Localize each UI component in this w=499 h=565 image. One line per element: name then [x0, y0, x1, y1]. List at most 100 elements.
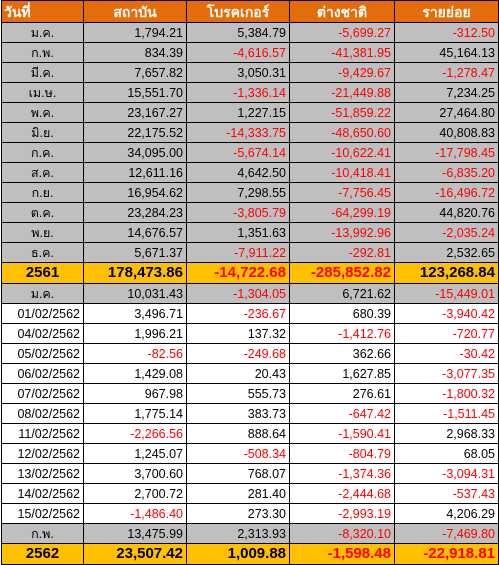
broker-cell[interactable]: 273.30 — [186, 503, 290, 524]
broker-cell[interactable]: 4,642.50 — [186, 162, 290, 183]
broker-cell[interactable]: -14,722.68 — [186, 262, 290, 284]
retail-cell[interactable]: 7,234.25 — [394, 82, 499, 103]
institution-cell[interactable]: 967.98 — [83, 383, 187, 404]
institution-cell[interactable]: 12,611.16 — [83, 162, 187, 183]
institution-cell[interactable]: 1,794.21 — [83, 22, 187, 43]
foreign-cell[interactable]: -8,320.10 — [289, 523, 395, 544]
broker-cell[interactable]: 137.32 — [186, 323, 290, 344]
institution-cell[interactable]: -1,486.40 — [83, 503, 187, 524]
retail-cell[interactable]: -3,077.35 — [394, 363, 499, 384]
header-institution[interactable]: สถาบัน — [83, 0, 187, 23]
foreign-cell[interactable]: -285,852.82 — [289, 262, 395, 284]
date-cell[interactable]: 2562 — [1, 543, 84, 565]
foreign-cell[interactable]: -9,429.67 — [289, 62, 395, 83]
retail-cell[interactable]: -312.50 — [394, 22, 499, 43]
retail-cell[interactable]: -1,511.45 — [394, 403, 499, 424]
institution-cell[interactable]: 13,475.99 — [83, 523, 187, 544]
institution-cell[interactable]: 23,284.23 — [83, 202, 187, 223]
header-retail[interactable]: รายย่อย — [394, 0, 499, 23]
date-cell[interactable]: ม.ค. — [1, 22, 84, 43]
retail-cell[interactable]: 2,532.65 — [394, 242, 499, 263]
broker-cell[interactable]: 2,313.93 — [186, 523, 290, 544]
broker-cell[interactable]: 768.07 — [186, 463, 290, 484]
foreign-cell[interactable]: -7,756.45 — [289, 182, 395, 203]
institution-cell[interactable]: 23,167.27 — [83, 102, 187, 123]
foreign-cell[interactable]: -41,381.95 — [289, 42, 395, 63]
retail-cell[interactable]: 4,206.29 — [394, 503, 499, 524]
retail-cell[interactable]: -3,094.31 — [394, 463, 499, 484]
foreign-cell[interactable]: 680.39 — [289, 303, 395, 324]
institution-cell[interactable]: 1,245.07 — [83, 443, 187, 464]
date-cell[interactable]: 2561 — [1, 262, 84, 284]
broker-cell[interactable]: 555.73 — [186, 383, 290, 404]
foreign-cell[interactable]: -51,859.22 — [289, 102, 395, 123]
retail-cell[interactable]: -16,496.72 — [394, 182, 499, 203]
broker-cell[interactable]: 5,384.79 — [186, 22, 290, 43]
retail-cell[interactable]: -720.77 — [394, 323, 499, 344]
retail-cell[interactable]: -17,798.45 — [394, 142, 499, 163]
date-cell[interactable]: 13/02/2562 — [1, 463, 84, 484]
header-foreign[interactable]: ต่างชาติ — [289, 0, 395, 23]
foreign-cell[interactable]: -10,622.41 — [289, 142, 395, 163]
date-cell[interactable]: ก.ค. — [1, 142, 84, 163]
broker-cell[interactable]: -236.67 — [186, 303, 290, 324]
foreign-cell[interactable]: -13,992.96 — [289, 222, 395, 243]
retail-cell[interactable]: -22,918.81 — [394, 543, 499, 565]
foreign-cell[interactable]: -1,412.76 — [289, 323, 395, 344]
date-cell[interactable]: ก.ย. — [1, 182, 84, 203]
foreign-cell[interactable]: 6,721.62 — [289, 283, 395, 304]
retail-cell[interactable]: -3,940.42 — [394, 303, 499, 324]
foreign-cell[interactable]: -804.79 — [289, 443, 395, 464]
broker-cell[interactable]: 3,050.31 — [186, 62, 290, 83]
institution-cell[interactable]: 34,095.00 — [83, 142, 187, 163]
date-cell[interactable]: 08/02/2562 — [1, 403, 84, 424]
institution-cell[interactable]: 16,954.62 — [83, 182, 187, 203]
broker-cell[interactable]: 7,298.55 — [186, 182, 290, 203]
broker-cell[interactable]: -1,304.05 — [186, 283, 290, 304]
retail-cell[interactable]: 40,808.83 — [394, 122, 499, 143]
date-cell[interactable]: 05/02/2562 — [1, 343, 84, 364]
foreign-cell[interactable]: -292.81 — [289, 242, 395, 263]
date-cell[interactable]: 04/02/2562 — [1, 323, 84, 344]
institution-cell[interactable]: 15,551.70 — [83, 82, 187, 103]
foreign-cell[interactable]: -647.42 — [289, 403, 395, 424]
institution-cell[interactable]: 2,700.72 — [83, 483, 187, 504]
institution-cell[interactable]: 3,700.60 — [83, 463, 187, 484]
broker-cell[interactable]: -7,911.22 — [186, 242, 290, 263]
retail-cell[interactable]: 45,164.13 — [394, 42, 499, 63]
institution-cell[interactable]: 1,775.14 — [83, 403, 187, 424]
date-cell[interactable]: 12/02/2562 — [1, 443, 84, 464]
institution-cell[interactable]: 23,507.42 — [83, 543, 187, 565]
broker-cell[interactable]: -5,674.14 — [186, 142, 290, 163]
institution-cell[interactable]: -2,266.56 — [83, 423, 187, 444]
retail-cell[interactable]: -1,800.32 — [394, 383, 499, 404]
foreign-cell[interactable]: -1,374.36 — [289, 463, 395, 484]
institution-cell[interactable]: 178,473.86 — [83, 262, 187, 284]
date-cell[interactable]: พ.ค. — [1, 102, 84, 123]
header-date[interactable]: วันที่ — [1, 0, 84, 23]
broker-cell[interactable]: -14,333.75 — [186, 122, 290, 143]
institution-cell[interactable]: 1,996.21 — [83, 323, 187, 344]
broker-cell[interactable]: 1,227.15 — [186, 102, 290, 123]
date-cell[interactable]: 14/02/2562 — [1, 483, 84, 504]
date-cell[interactable]: ธ.ค. — [1, 242, 84, 263]
institution-cell[interactable]: -82.56 — [83, 343, 187, 364]
retail-cell[interactable]: 123,268.84 — [394, 262, 499, 284]
foreign-cell[interactable]: -10,418.41 — [289, 162, 395, 183]
retail-cell[interactable]: 2,968.33 — [394, 423, 499, 444]
date-cell[interactable]: 06/02/2562 — [1, 363, 84, 384]
broker-cell[interactable]: 1,351.63 — [186, 222, 290, 243]
broker-cell[interactable]: -1,336.14 — [186, 82, 290, 103]
date-cell[interactable]: มิ.ย. — [1, 122, 84, 143]
date-cell[interactable]: 01/02/2562 — [1, 303, 84, 324]
date-cell[interactable]: 07/02/2562 — [1, 383, 84, 404]
broker-cell[interactable]: 1,009.88 — [186, 543, 290, 565]
broker-cell[interactable]: 888.64 — [186, 423, 290, 444]
retail-cell[interactable]: -30.42 — [394, 343, 499, 364]
date-cell[interactable]: ก.พ. — [1, 523, 84, 544]
foreign-cell[interactable]: -2,993.19 — [289, 503, 395, 524]
date-cell[interactable]: ต.ค. — [1, 202, 84, 223]
retail-cell[interactable]: -537.43 — [394, 483, 499, 504]
broker-cell[interactable]: -508.34 — [186, 443, 290, 464]
institution-cell[interactable]: 7,657.82 — [83, 62, 187, 83]
